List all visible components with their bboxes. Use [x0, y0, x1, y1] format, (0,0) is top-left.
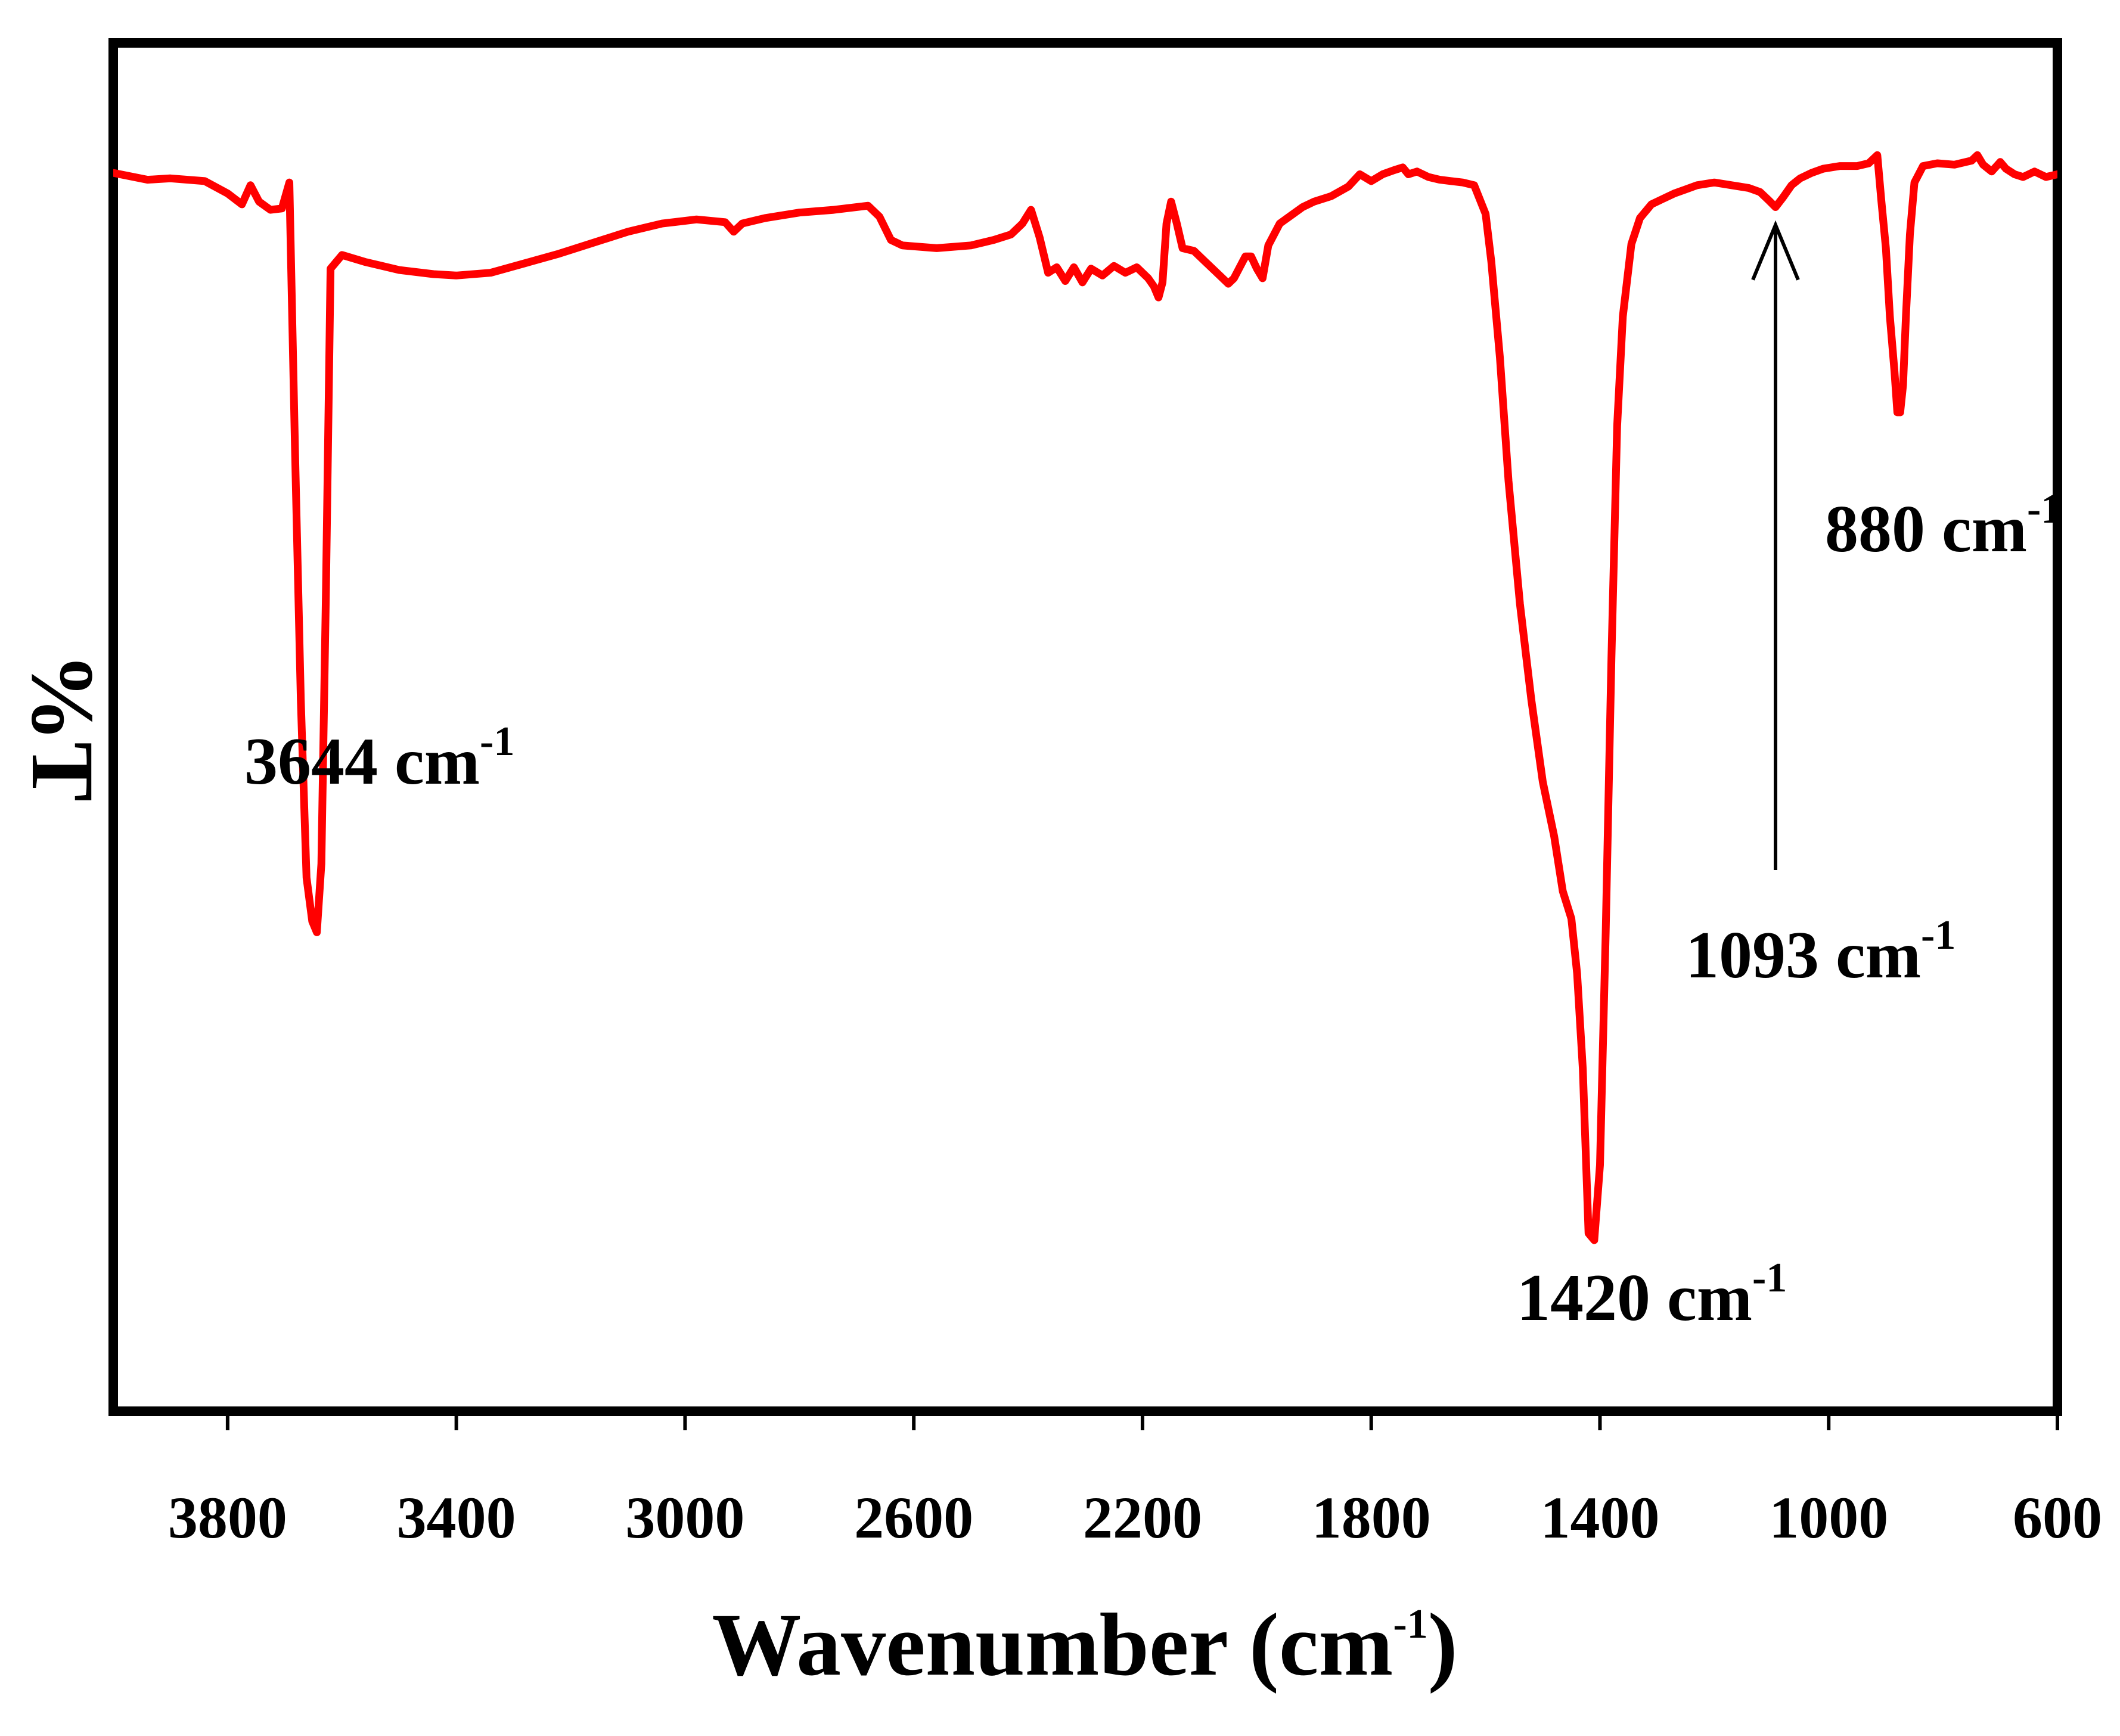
peak-1093-label: 1093 cm-1 [1686, 912, 1956, 992]
x-tick-label: 3000 [625, 1485, 744, 1551]
plot-frame [108, 38, 2062, 1416]
x-axis-ticks: 3800 3400 3000 2600 2200 1800 1400 1000 600 [168, 1411, 2102, 1551]
x-tick-label: 2600 [854, 1485, 973, 1551]
peak-1420-label: 1420 cm-1 [1517, 1255, 1787, 1335]
x-axis-title: Wavenumber (cm-1) [712, 1595, 1457, 1694]
x-tick-label: 3400 [397, 1485, 516, 1551]
y-axis-title: %T [13, 653, 112, 802]
peak-3644-label: 3644 cm-1 [244, 719, 514, 799]
x-tick-label: 2200 [1083, 1485, 1202, 1551]
x-tick-label: 1800 [1312, 1485, 1431, 1551]
spectrum-line [113, 151, 2057, 1244]
x-tick-label: 3800 [168, 1485, 287, 1551]
x-tick-label: 1000 [1769, 1485, 1888, 1551]
x-tick-label: 600 [2013, 1485, 2102, 1551]
peak-1093-arrow [1751, 220, 1800, 870]
x-tick-label: 1400 [1540, 1485, 1659, 1551]
peak-880-label: 880 cm-1 [1825, 486, 2062, 566]
